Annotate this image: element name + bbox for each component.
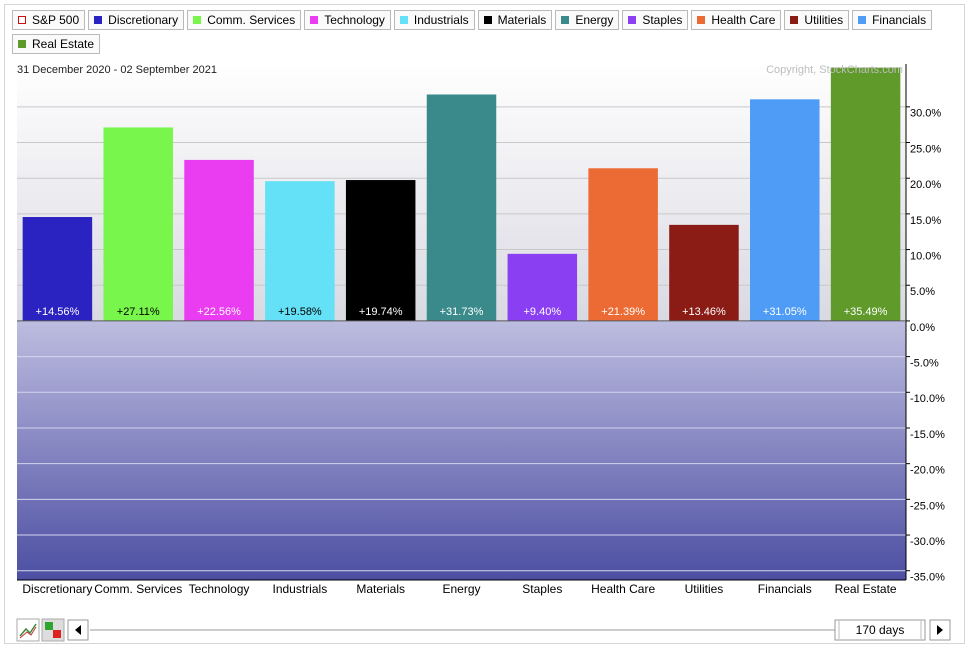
value-label: +19.58% [278, 306, 322, 318]
legend-swatch [628, 16, 637, 24]
arrow-left [75, 625, 81, 635]
legend-item[interactable]: Energy [555, 10, 620, 30]
negative-region [17, 320, 906, 580]
x-tick-label: Real Estate [835, 582, 897, 596]
x-tick-label: Health Care [591, 582, 655, 596]
bar-icon [53, 630, 61, 638]
x-tick-label: Energy [442, 582, 480, 596]
legend-item[interactable]: Materials [477, 10, 553, 30]
legend-label: Staples [642, 13, 683, 27]
legend-swatch [18, 16, 26, 24]
value-label: +14.56% [36, 306, 80, 318]
legend-label: Financials [872, 13, 927, 27]
legend-item[interactable]: Comm. Services [187, 10, 302, 30]
value-label: +21.39% [601, 306, 645, 318]
legend-item[interactable]: Real Estate [12, 34, 101, 54]
arrow-right [937, 625, 943, 635]
x-tick-label: Comm. Services [94, 582, 182, 596]
controls: 170 days [16, 618, 951, 642]
legend-item[interactable]: S&P 500 [12, 10, 86, 30]
value-label: +22.56% [197, 306, 241, 318]
legend-item[interactable]: Industrials [393, 10, 475, 30]
legend-label: Comm. Services [207, 13, 296, 27]
y-tick-label: -5.0% [910, 358, 939, 370]
bar [669, 224, 739, 321]
value-label: +31.05% [763, 306, 807, 318]
y-tick-label: -20.0% [910, 465, 945, 477]
legend-swatch [310, 16, 319, 24]
value-label: +35.49% [844, 306, 888, 318]
x-tick-label: Materials [356, 582, 405, 596]
legend-label: Real Estate [32, 37, 95, 51]
x-tick-label: Industrials [273, 582, 328, 596]
legend-swatch [790, 16, 799, 24]
value-label: +13.46% [682, 306, 726, 318]
y-tick-label: 10.0% [910, 250, 941, 262]
legend-item[interactable]: Discretionary [88, 10, 185, 30]
y-tick-label: -25.0% [910, 500, 945, 512]
legend: S&P 500 Discretionary Comm. Services Techno… [12, 10, 937, 54]
y-tick-label: 25.0% [910, 143, 941, 155]
y-tick-label: 5.0% [910, 286, 935, 298]
x-tick-label: Technology [189, 582, 250, 596]
legend-label: Technology [324, 13, 385, 27]
legend-swatch [483, 16, 492, 24]
bar [184, 159, 254, 321]
y-tick-label: 30.0% [910, 108, 941, 120]
legend-swatch [399, 16, 408, 24]
legend-swatch [18, 40, 26, 48]
legend-label: Utilities [804, 13, 844, 27]
legend-label: Energy [575, 13, 614, 27]
bar [345, 180, 416, 321]
bar [265, 181, 335, 321]
x-tick-label: Financials [758, 582, 812, 596]
frame [4, 4, 965, 644]
x-tick-label: Utilities [685, 582, 724, 596]
bar-icon [45, 622, 53, 630]
bar [588, 168, 658, 321]
legend-swatch [193, 16, 202, 24]
value-label: +9.40% [524, 306, 562, 318]
period-box[interactable] [834, 619, 926, 641]
legend-item[interactable]: Utilities [784, 10, 850, 30]
subtitle: 31 December 2020 - 02 September 2021 [17, 64, 217, 76]
bar [22, 217, 93, 321]
legend-label: Materials [497, 13, 547, 27]
x-tick-label: Discretionary [22, 582, 92, 596]
x-tick-label: Staples [522, 582, 562, 596]
y-tick-label: -10.0% [910, 393, 945, 405]
legend-swatch [561, 16, 570, 24]
legend-item[interactable]: Health Care [691, 10, 782, 30]
legend-item[interactable]: Technology [304, 10, 391, 30]
legend-item[interactable]: Financials [852, 10, 933, 30]
y-tick-label: -30.0% [910, 536, 945, 548]
bar [830, 67, 901, 321]
legend-swatch [697, 16, 706, 24]
legend-item[interactable]: Staples [622, 10, 689, 30]
y-tick-label: -15.0% [910, 429, 945, 441]
value-label: +27.11% [117, 306, 160, 318]
legend-swatch [94, 16, 103, 24]
legend-label: S&P 500 [32, 13, 80, 27]
y-tick-label: 0.0% [910, 322, 935, 334]
legend-label: Industrials [413, 13, 469, 27]
bar [750, 99, 820, 321]
copyright: Copyright, StockCharts.com [766, 64, 903, 76]
legend-label: Discretionary [108, 13, 179, 27]
legend-label: Health Care [711, 13, 776, 27]
bar [426, 94, 497, 321]
legend-swatch [858, 16, 867, 24]
y-tick-label: 20.0% [910, 179, 941, 191]
line-icon [19, 623, 37, 637]
value-label: +31.73% [440, 306, 484, 318]
line-icon [19, 626, 37, 639]
value-label: +19.74% [359, 306, 403, 318]
y-tick-label: 15.0% [910, 215, 941, 227]
y-tick-label: -35.0% [910, 572, 945, 584]
bar [507, 253, 578, 321]
period-label: 170 days [856, 623, 905, 637]
bar [103, 127, 173, 321]
